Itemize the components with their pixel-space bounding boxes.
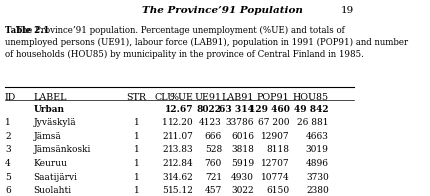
Text: Saatijärvi: Saatijärvi: [34, 173, 77, 182]
Text: 19: 19: [340, 6, 353, 15]
Text: 528: 528: [204, 145, 221, 154]
Text: 1: 1: [133, 145, 139, 154]
Text: Jämsä: Jämsä: [34, 132, 61, 141]
Text: 6: 6: [5, 186, 11, 195]
Text: 129 460: 129 460: [248, 104, 289, 113]
Text: LABEL: LABEL: [34, 93, 67, 102]
Text: 12907: 12907: [260, 132, 289, 141]
Text: 8022: 8022: [197, 104, 221, 113]
Text: 49 842: 49 842: [293, 104, 328, 113]
Text: 12.20: 12.20: [168, 118, 193, 127]
Text: Jyväskylä: Jyväskylä: [34, 118, 76, 127]
Text: 6016: 6016: [230, 132, 253, 141]
Text: 3730: 3730: [305, 173, 328, 182]
Text: 5: 5: [162, 186, 168, 195]
Text: The Province’91 Population: The Province’91 Population: [141, 6, 302, 15]
Text: 67 200: 67 200: [258, 118, 289, 127]
Text: HOU85: HOU85: [292, 93, 328, 102]
Text: UE91: UE91: [194, 93, 221, 102]
Text: 457: 457: [204, 186, 221, 195]
Text: 6150: 6150: [266, 186, 289, 195]
Text: 1: 1: [133, 118, 139, 127]
Text: CLU: CLU: [154, 93, 175, 102]
Text: 1: 1: [5, 118, 11, 127]
Text: 721: 721: [204, 173, 221, 182]
Text: 4663: 4663: [305, 132, 328, 141]
Text: 1: 1: [133, 186, 139, 195]
Text: STR: STR: [126, 93, 146, 102]
Text: 3: 3: [5, 145, 11, 154]
Text: The Province’91 population. Percentage unemployment (%UE) and totals of
unemploy: The Province’91 population. Percentage u…: [5, 26, 407, 59]
Text: POP91: POP91: [256, 93, 289, 102]
Text: 5919: 5919: [230, 159, 253, 168]
Text: LAB91: LAB91: [221, 93, 253, 102]
Text: ID: ID: [5, 93, 16, 102]
Text: 1: 1: [133, 173, 139, 182]
Text: 3: 3: [162, 173, 167, 182]
Text: 12.67: 12.67: [165, 104, 193, 113]
Text: 3818: 3818: [230, 145, 253, 154]
Text: 4: 4: [5, 159, 11, 168]
Text: 2: 2: [162, 132, 167, 141]
Text: Suolahti: Suolahti: [34, 186, 71, 195]
Text: 666: 666: [204, 132, 221, 141]
Text: 12707: 12707: [260, 159, 289, 168]
Text: 4930: 4930: [230, 173, 253, 182]
Text: 2: 2: [162, 145, 167, 154]
Text: 4123: 4123: [199, 118, 221, 127]
Text: 26 881: 26 881: [297, 118, 328, 127]
Text: 4896: 4896: [305, 159, 328, 168]
Text: Jämsänkoski: Jämsänkoski: [34, 145, 91, 154]
Text: 8118: 8118: [266, 145, 289, 154]
Text: 1: 1: [133, 159, 139, 168]
Text: 14.62: 14.62: [167, 173, 193, 182]
Text: 13.83: 13.83: [168, 145, 193, 154]
Text: 12.84: 12.84: [167, 159, 193, 168]
Text: Table 2.1: Table 2.1: [5, 26, 49, 35]
Text: 3019: 3019: [305, 145, 328, 154]
Text: 10774: 10774: [260, 173, 289, 182]
Text: 11.07: 11.07: [167, 132, 193, 141]
Text: 15.12: 15.12: [167, 186, 193, 195]
Text: 5: 5: [5, 173, 11, 182]
Text: Keuruu: Keuruu: [34, 159, 67, 168]
Text: 3022: 3022: [231, 186, 253, 195]
Text: 2: 2: [5, 132, 11, 141]
Text: 2: 2: [162, 159, 167, 168]
Text: 1: 1: [133, 132, 139, 141]
Text: 2380: 2380: [305, 186, 328, 195]
Text: 1: 1: [162, 118, 168, 127]
Text: %UE: %UE: [169, 93, 193, 102]
Text: Urban: Urban: [34, 104, 64, 113]
Text: 63 314: 63 314: [218, 104, 253, 113]
Text: 33786: 33786: [225, 118, 253, 127]
Text: 760: 760: [204, 159, 221, 168]
